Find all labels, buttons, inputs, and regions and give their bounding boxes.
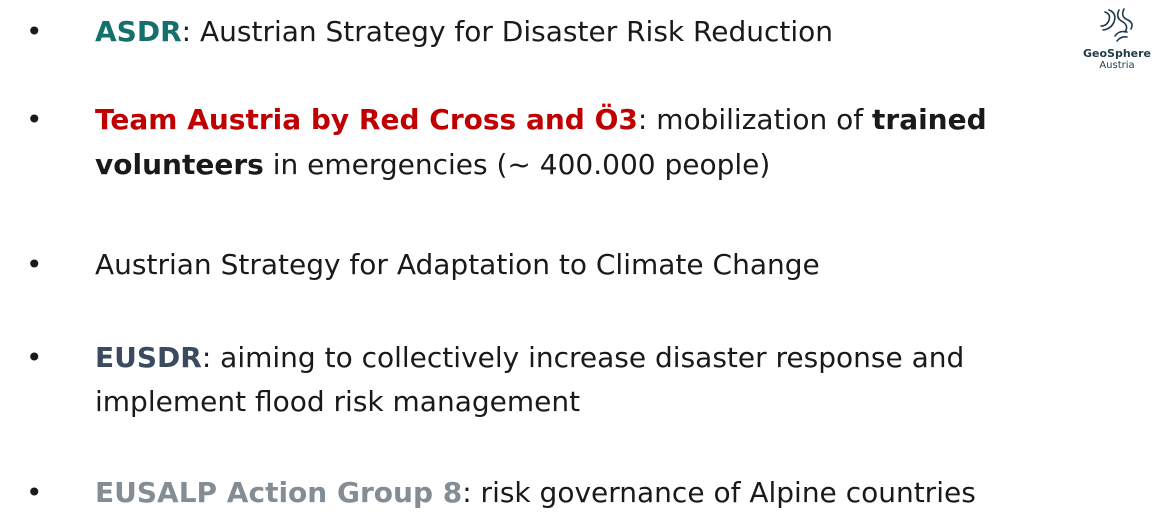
- text: : risk governance of Alpine countries: [462, 476, 976, 509]
- bullet-line: Austrian Strategy for Adaptation to Clim…: [95, 245, 820, 285]
- bullet: •: [26, 15, 43, 48]
- bullet: •: [26, 248, 43, 281]
- logo-name: GeoSphere: [1082, 47, 1152, 60]
- emphasis: trained: [872, 103, 987, 136]
- logo-icon: [1100, 8, 1133, 42]
- logo: GeoSphere Austria: [1082, 6, 1152, 71]
- logo-subtitle: Austria: [1099, 60, 1135, 71]
- text: : aiming to collectively increase disast…: [201, 341, 965, 374]
- text: implement flood risk management: [95, 385, 581, 418]
- bullet-line: EUSALP Action Group 8: risk governance o…: [95, 473, 976, 513]
- bullet: •: [26, 476, 43, 509]
- bullet-line: implement flood risk management: [95, 382, 580, 422]
- term: ASDR: [95, 15, 182, 48]
- bullet-line: EUSDR: aiming to collectively increase d…: [95, 338, 964, 378]
- bullet-line: ASDR: Austrian Strategy for Disaster Ris…: [95, 12, 833, 52]
- emphasis: volunteers: [95, 148, 264, 181]
- bullet: •: [26, 341, 43, 374]
- text: : mobilization of: [637, 103, 872, 136]
- bullet-line: volunteers in emergencies (~ 400.000 peo…: [95, 145, 770, 185]
- bullet-line: Team Austria by Red Cross and Ö3: mobili…: [95, 100, 987, 140]
- text: in emergencies (~ 400.000 people): [263, 148, 771, 181]
- text: : Austrian Strategy for Disaster Risk Re…: [181, 15, 834, 48]
- term: EUSALP Action Group 8: [95, 476, 463, 509]
- bullet: •: [26, 103, 43, 136]
- term: EUSDR: [95, 341, 202, 374]
- term: Team Austria by Red Cross and Ö3: [95, 103, 638, 136]
- text: Austrian Strategy for Adaptation to Clim…: [95, 248, 820, 281]
